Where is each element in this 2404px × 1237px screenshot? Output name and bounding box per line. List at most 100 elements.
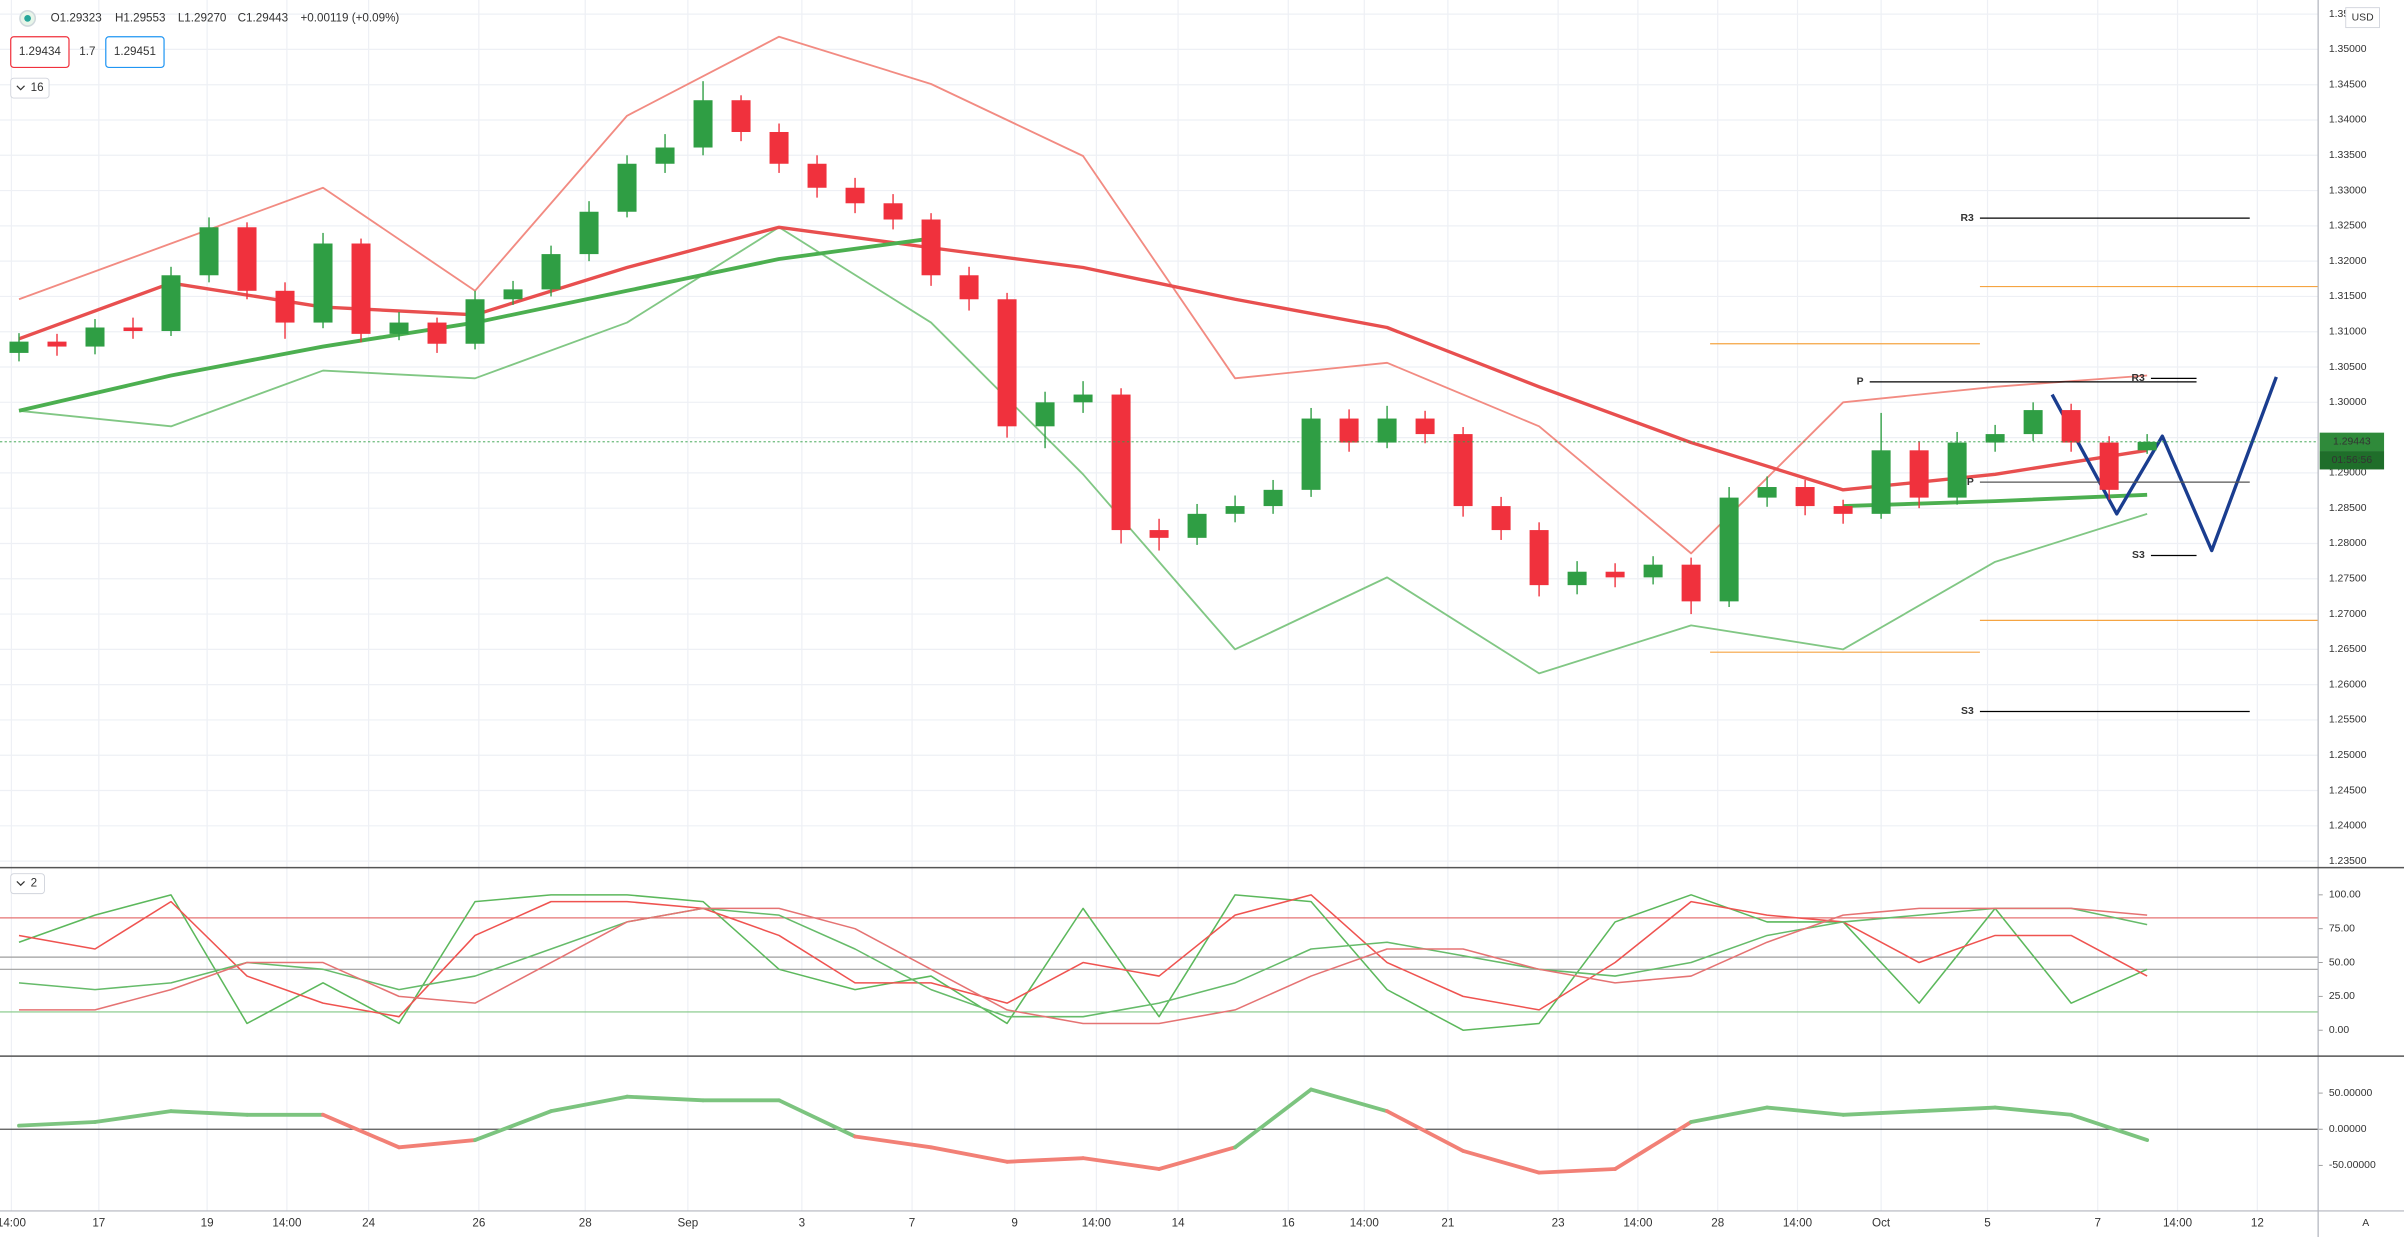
oscillator-segment — [397, 1138, 477, 1150]
y-tick-label: 1.25500 — [2329, 715, 2367, 726]
status-dot — [24, 15, 31, 22]
oscillator-segment — [1917, 1105, 1998, 1114]
x-tick-label: 3 — [799, 1216, 805, 1229]
x-tick-label: 7 — [909, 1216, 915, 1229]
y-tick-label: 1.28500 — [2329, 503, 2367, 514]
x-tick-label: 28 — [1711, 1216, 1724, 1229]
x-tick-label: Sep — [677, 1216, 698, 1229]
x-tick-label: 9 — [1011, 1216, 1017, 1229]
oscillator-segment — [2069, 1112, 2150, 1143]
candle-body — [2137, 441, 2157, 451]
currency: USD — [2352, 12, 2374, 23]
x-tick-label: 17 — [92, 1216, 105, 1229]
countdown-tag — [2319, 451, 2385, 470]
x-tick-label: 14:00 — [1082, 1216, 1112, 1229]
candle-body — [1719, 497, 1739, 602]
candle-body — [351, 243, 371, 334]
candle-body — [47, 341, 67, 347]
series-line — [18, 907, 2148, 1018]
oscillator-segment — [1765, 1105, 1846, 1117]
y-tick-label: 1.32000 — [2329, 256, 2367, 267]
x-tick-label: 14:00 — [0, 1216, 26, 1229]
oscillator-segment — [1005, 1156, 1085, 1164]
axes: 14:00 17 19 14:00 24 26 28 Sep 3 7 9 14:00 14 16 14:00… — [0, 9, 2385, 1229]
collapse-button[interactable] — [10, 873, 45, 895]
candle-body — [2099, 442, 2119, 490]
y-tick-label: 1.33500 — [2329, 150, 2367, 161]
y-tick-label: -50.00000 — [2329, 1160, 2376, 1171]
pivot-label: S3 — [2132, 550, 2145, 561]
y-tick-label: 1.24500 — [2329, 785, 2367, 796]
x-tick-label: 14:00 — [1350, 1216, 1380, 1229]
chevron-icon — [16, 880, 25, 887]
candle-body — [1529, 530, 1549, 586]
oscillator-segment — [1385, 1109, 1466, 1153]
oscillator-segment — [1233, 1087, 1313, 1150]
ohlc-open: O1.29323 — [51, 11, 102, 24]
auto-scale-button[interactable]: A — [2362, 1218, 2369, 1229]
x-tick-label: 21 — [1441, 1216, 1454, 1229]
candle-body — [1757, 487, 1777, 498]
x-tick-label: 14:00 — [2163, 1216, 2193, 1229]
y-tick-label: 1.31500 — [2329, 291, 2367, 302]
series-line — [18, 894, 2148, 1018]
oscillator-segment — [1157, 1145, 1237, 1171]
candle-body — [1871, 450, 1891, 514]
candle-body — [9, 341, 29, 353]
candle-body — [997, 299, 1017, 427]
bid-price: 1.29434 — [19, 45, 62, 58]
y-tick-label: 1.34000 — [2329, 115, 2367, 126]
buy-button[interactable] — [105, 36, 165, 69]
last-price-tag — [2319, 432, 2385, 452]
candle-body — [503, 289, 523, 300]
sell-button[interactable] — [10, 36, 70, 69]
candle-body — [1339, 418, 1359, 443]
candle-body — [845, 187, 865, 204]
candle-body — [655, 147, 675, 164]
candle-body — [1073, 394, 1093, 403]
candle-body — [1301, 418, 1321, 490]
x-tick-label: 16 — [1282, 1216, 1295, 1229]
countdown: 01:56:56 — [2332, 455, 2373, 466]
x-tick-label: 26 — [472, 1216, 485, 1229]
series-line — [2050, 376, 2278, 553]
pivot-label: S3 — [1961, 706, 1974, 717]
candle-body — [237, 227, 257, 291]
y-tick-label: 1.34500 — [2329, 79, 2367, 90]
y-tick-label: 1.27000 — [2329, 609, 2367, 620]
spread: 1.7 — [79, 45, 95, 58]
pivot-label: P — [1857, 377, 1864, 388]
oscillator-segment — [1689, 1105, 1770, 1124]
y-tick-label: 0.00000 — [2329, 1124, 2367, 1135]
collapse-button[interactable] — [10, 77, 50, 99]
oscillator-segment — [1081, 1156, 1161, 1171]
candle-body — [389, 322, 409, 334]
candle-body — [1225, 506, 1245, 514]
candle-body — [427, 322, 447, 344]
y-tick-label: 1.29000 — [2329, 468, 2367, 479]
plot: R3 P S3 R3 P S3 — [0, 35, 2319, 1175]
candle-body — [275, 290, 295, 323]
pivot-label: R3 — [1960, 213, 1974, 224]
oscillator-segment — [93, 1109, 173, 1124]
y-tick-label: 1.28000 — [2329, 538, 2367, 549]
oscillator-segment — [1993, 1105, 2074, 1117]
y-tick-label: 1.30500 — [2329, 362, 2367, 373]
y-tick-label: 0.00 — [2329, 1025, 2349, 1036]
oscillator-segment — [777, 1098, 857, 1139]
currency-button[interactable] — [2345, 7, 2380, 29]
oscillator-segment — [625, 1094, 705, 1103]
series-line — [18, 35, 2148, 555]
ohlc-low: L1.29270 — [178, 11, 227, 24]
x-tick-label: 14:00 — [1623, 1216, 1653, 1229]
candle-body — [617, 163, 637, 212]
candle-body — [1909, 450, 1929, 498]
last-price-label: 1.29443 — [2333, 437, 2371, 448]
candle-body — [1035, 402, 1055, 427]
ohlc-close: C1.29443 — [238, 11, 289, 24]
oscillator-segment — [473, 1109, 553, 1143]
y-tick-label: 1.35000 — [2329, 44, 2367, 55]
candle-body — [1985, 434, 2005, 443]
oscillator-segment — [17, 1120, 97, 1128]
